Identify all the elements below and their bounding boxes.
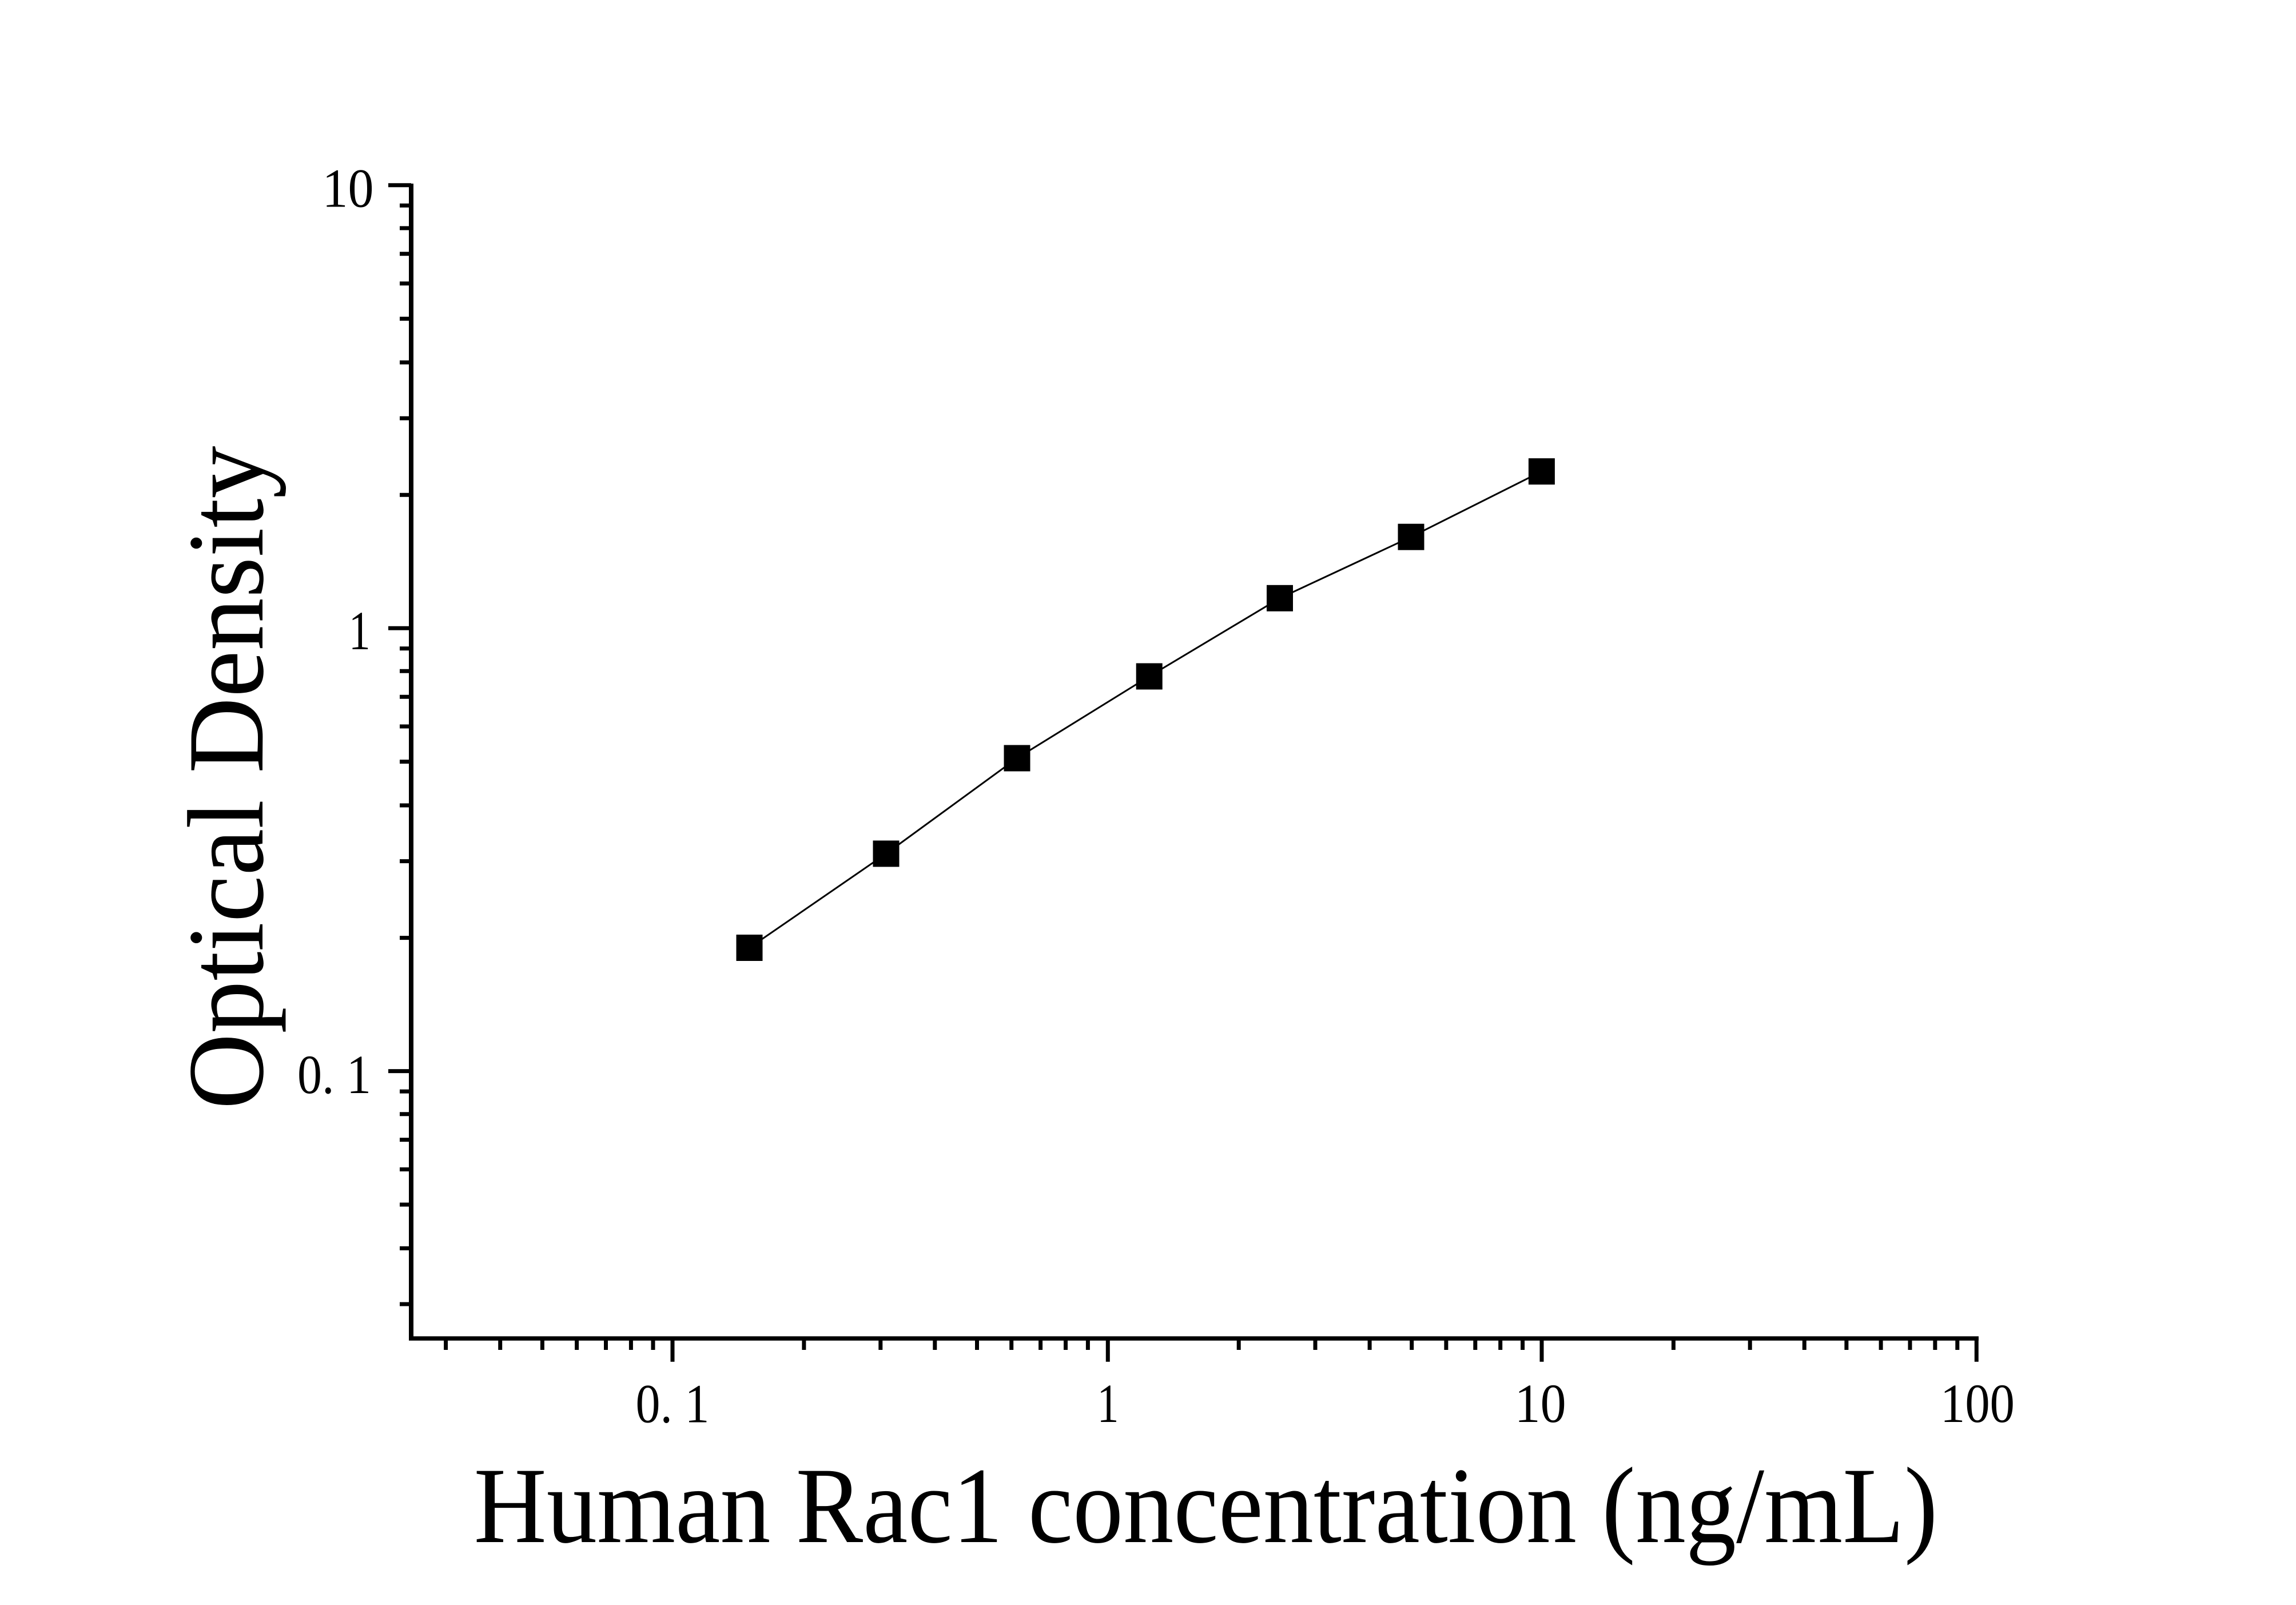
svg-text:100: 100 <box>1940 1373 2015 1434</box>
svg-text:1: 1 <box>349 600 371 661</box>
svg-text:1: 1 <box>1097 1373 1119 1434</box>
svg-text:0. 1: 0. 1 <box>636 1373 710 1435</box>
svg-text:Human Rac1 concentration (ng/m: Human Rac1 concentration (ng/mL) <box>474 1446 1938 1566</box>
svg-text:10: 10 <box>1515 1373 1566 1434</box>
svg-text:0. 1: 0. 1 <box>297 1044 371 1105</box>
svg-text:10: 10 <box>323 158 374 219</box>
svg-text:Optical Density: Optical Density <box>166 446 286 1110</box>
